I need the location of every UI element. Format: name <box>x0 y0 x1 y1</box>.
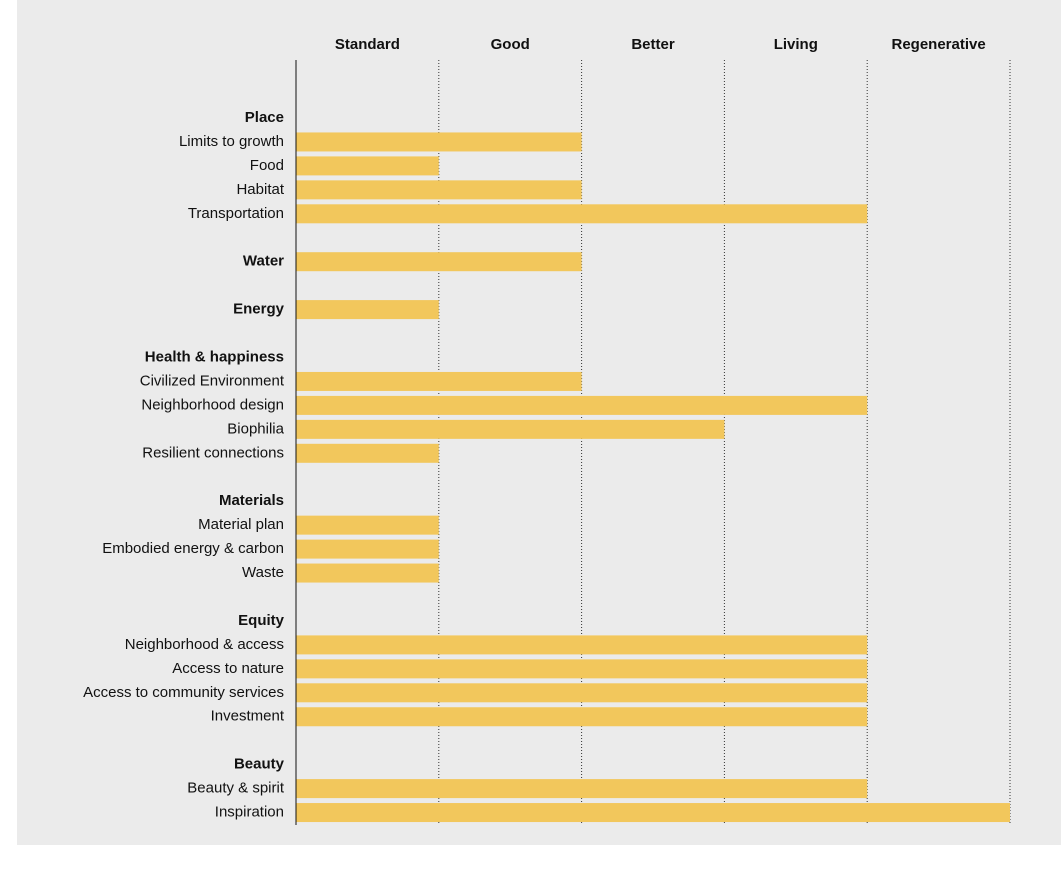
row-label: Access to nature <box>172 660 284 677</box>
group-label: Energy <box>233 301 285 318</box>
group-label: Health & happiness <box>145 348 284 365</box>
row-label: Investment <box>211 708 285 725</box>
row-label: Resilient connections <box>142 444 284 461</box>
bar <box>296 395 868 415</box>
bar <box>296 252 582 272</box>
bar <box>296 419 725 439</box>
row-label: Access to community services <box>83 684 284 701</box>
row-label: Habitat <box>236 181 284 198</box>
bar <box>296 180 582 200</box>
level-header: Better <box>631 36 675 53</box>
level-header: Standard <box>335 36 400 53</box>
row-label: Embodied energy & carbon <box>102 540 284 557</box>
bar <box>296 204 868 224</box>
row-label: Biophilia <box>227 420 284 437</box>
row-label: Food <box>250 157 284 174</box>
row-label: Inspiration <box>215 804 284 821</box>
bar <box>296 515 439 535</box>
bar <box>296 371 582 391</box>
level-header: Regenerative <box>891 36 985 53</box>
bar <box>296 563 439 583</box>
group-label: Equity <box>238 612 284 629</box>
group-label: Materials <box>219 492 284 509</box>
bar <box>296 779 868 799</box>
level-header: Good <box>491 36 530 53</box>
bar <box>296 539 439 559</box>
group-label: Place <box>245 109 284 126</box>
bar <box>296 300 439 320</box>
bar <box>296 635 868 655</box>
bar <box>296 683 868 703</box>
row-label: Limits to growth <box>179 133 284 150</box>
bar <box>296 443 439 463</box>
group-label: Beauty <box>234 756 285 773</box>
bar <box>296 803 1010 823</box>
row-label: Beauty & spirit <box>187 780 285 797</box>
bar <box>296 707 868 727</box>
bar <box>296 132 582 152</box>
row-label: Material plan <box>198 516 284 533</box>
bar <box>296 659 868 679</box>
group-label: Water <box>243 253 284 270</box>
row-label: Transportation <box>188 205 284 222</box>
row-label: Civilized Environment <box>140 372 285 389</box>
row-label: Neighborhood & access <box>125 636 284 653</box>
bar <box>296 156 439 176</box>
row-label: Neighborhood design <box>141 396 284 413</box>
row-label: Waste <box>242 564 284 581</box>
level-header: Living <box>774 36 818 53</box>
